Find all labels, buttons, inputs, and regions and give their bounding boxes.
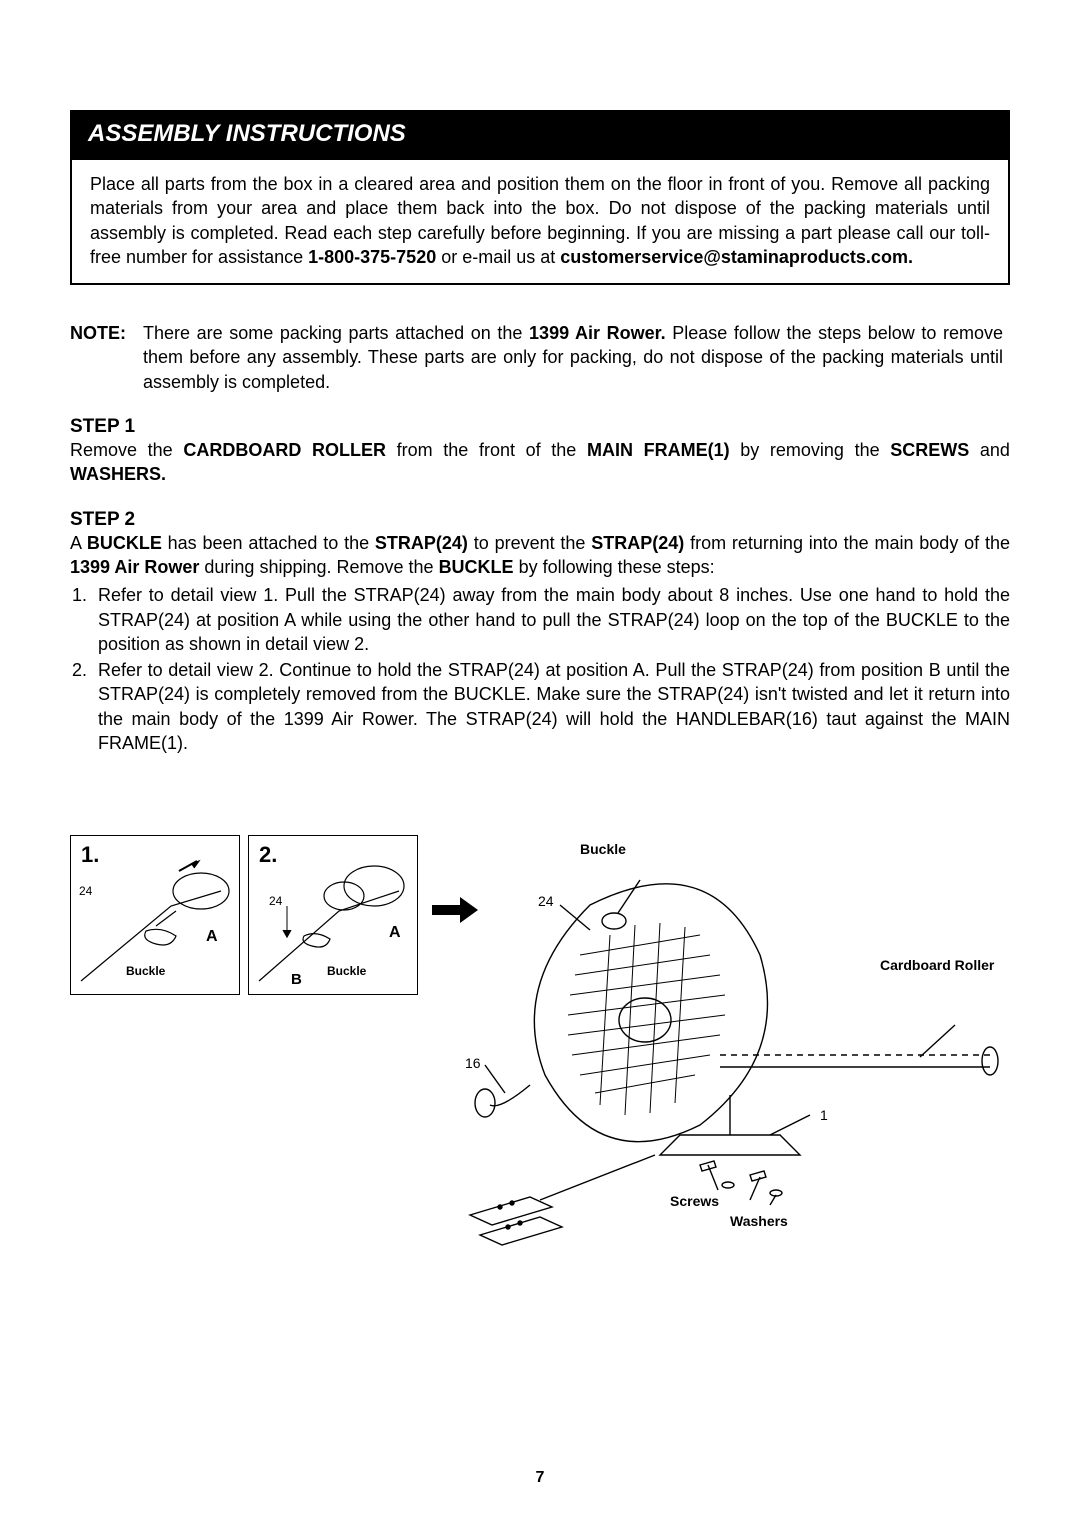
li1-t2: away from the main body about 8 inches. … (446, 585, 1010, 605)
section-header: ASSEMBLY INSTRUCTIONS (70, 110, 1010, 158)
lbl-24: 24 (538, 893, 554, 909)
li1-b5: BUCKLE (886, 610, 958, 630)
s1-b1: CARDBOARD ROLLER (183, 440, 386, 460)
li2-t4: from position (814, 660, 929, 680)
intro-phone: 1-800-375-7520 (308, 247, 436, 267)
li2-t6: is completely removed from the (190, 684, 454, 704)
li2-b2: A. (633, 660, 650, 680)
li2-t2: at position (540, 660, 633, 680)
li1-t3: at position (190, 610, 284, 630)
li2-b3: STRAP(24) (722, 660, 814, 680)
detail2-B: B (291, 971, 302, 988)
li1-t1: Refer to detail view 1. Pull the (98, 585, 354, 605)
li2-b4: B (929, 660, 941, 680)
li1-t5: loop on the top of the (700, 610, 886, 630)
step1-title: STEP 1 (70, 416, 1010, 438)
li2-t9: The (418, 709, 466, 729)
step2-lead: A BUCKLE has been attached to the STRAP(… (70, 531, 1010, 580)
detail-box-1: 1. 24 A Buckle (70, 835, 240, 995)
s1-b2: MAIN FRAME(1) (587, 440, 730, 460)
li2-t3: Pull the (650, 660, 722, 680)
lbl-cardboard: Cardboard Roller (880, 957, 994, 973)
s1-b3: SCREWS (890, 440, 969, 460)
detail1-A: A (206, 928, 218, 946)
s2-lb2: STRAP(24) (375, 533, 468, 553)
li1-t4: while using the other hand to pull the (295, 610, 607, 630)
step2-title: STEP 2 (70, 509, 1010, 531)
step2-li1: Refer to detail view 1. Pull the STRAP(2… (92, 583, 1010, 656)
intro-email: customerservice@staminaproducts.com. (560, 247, 913, 267)
intro-text-mid: or e-mail us at (436, 247, 560, 267)
detail-box-2: 2. 24 A B Buckle (248, 835, 418, 995)
s2-lb1: BUCKLE (87, 533, 162, 553)
diagram-area: 1. 24 A Buckle 2. (70, 835, 1010, 1315)
li2-b10: HANDLEBAR(16) (676, 709, 818, 729)
li2-b6: BUCKLE. (454, 684, 531, 704)
s2-lt3: to prevent the (468, 533, 591, 553)
s2-lb3: STRAP(24) (591, 533, 684, 553)
s1-t1: Remove the (70, 440, 183, 460)
s1-b4: WASHERS. (70, 464, 166, 484)
li2-t10: will hold the (558, 709, 676, 729)
note-pre: There are some packing parts attached on… (143, 323, 529, 343)
note-product: 1399 Air Rower. (529, 323, 666, 343)
li2-t5: until the (941, 660, 1010, 680)
lbl-washers: Washers (730, 1213, 788, 1229)
s2-lt2: has been attached to the (162, 533, 375, 553)
s2-lt4: from returning into the main body of the (684, 533, 1010, 553)
lbl-1: 1 (820, 1107, 828, 1123)
li1-b4: STRAP(24) (608, 610, 700, 630)
s2-lt5: during shipping. Remove the (199, 557, 438, 577)
detail1-buckle: Buckle (126, 964, 165, 978)
lbl-16: 16 (465, 1055, 481, 1071)
s1-t2: from the front of the (386, 440, 587, 460)
s2-lb5: BUCKLE (439, 557, 514, 577)
li2-b8: 1399 Air Rower. (284, 709, 418, 729)
li2-b9: STRAP(24) (466, 709, 558, 729)
s1-t3: by removing the (730, 440, 891, 460)
detail1-24: 24 (79, 884, 92, 898)
step1-body: Remove the CARDBOARD ROLLER from the fro… (70, 438, 1010, 487)
li2-t11: taut against the (818, 709, 965, 729)
detail2-24: 24 (269, 894, 282, 908)
s1-t4: and (969, 440, 1010, 460)
li1-b1: STRAP(24) (354, 585, 446, 605)
page: ASSEMBLY INSTRUCTIONS Place all parts fr… (0, 0, 1080, 1527)
main-diagram-svg (450, 835, 1010, 1265)
li1-b2: STRAP(24) (98, 610, 190, 630)
li2-t1: Refer to detail view 2. Continue to hold… (98, 660, 448, 680)
s2-lt1: A (70, 533, 87, 553)
lbl-buckle: Buckle (580, 841, 626, 857)
note-label: NOTE: (70, 321, 138, 345)
step2-li2: Refer to detail view 2. Continue to hold… (92, 658, 1010, 755)
lbl-screws: Screws (670, 1193, 719, 1209)
li2-b7: STRAP(24) (657, 684, 749, 704)
note-text: There are some packing parts attached on… (143, 321, 1003, 394)
note-block: NOTE: There are some packing parts attac… (70, 321, 1010, 394)
intro-box: Place all parts from the box in a cleare… (70, 158, 1010, 285)
li2-b5: STRAP(24) (98, 684, 190, 704)
li2-b1: STRAP(24) (448, 660, 540, 680)
detail2-buckle: Buckle (327, 964, 366, 978)
li1-b3: A (284, 610, 295, 630)
s2-lb4: 1399 Air Rower (70, 557, 199, 577)
detail2-A: A (389, 924, 401, 942)
step2-list: Refer to detail view 1. Pull the STRAP(2… (70, 583, 1010, 755)
li2-t7: Make sure the (531, 684, 657, 704)
page-number: 7 (0, 1469, 1080, 1487)
s2-lt6: by following these steps: (514, 557, 715, 577)
detail-boxes: 1. 24 A Buckle 2. (70, 835, 418, 995)
